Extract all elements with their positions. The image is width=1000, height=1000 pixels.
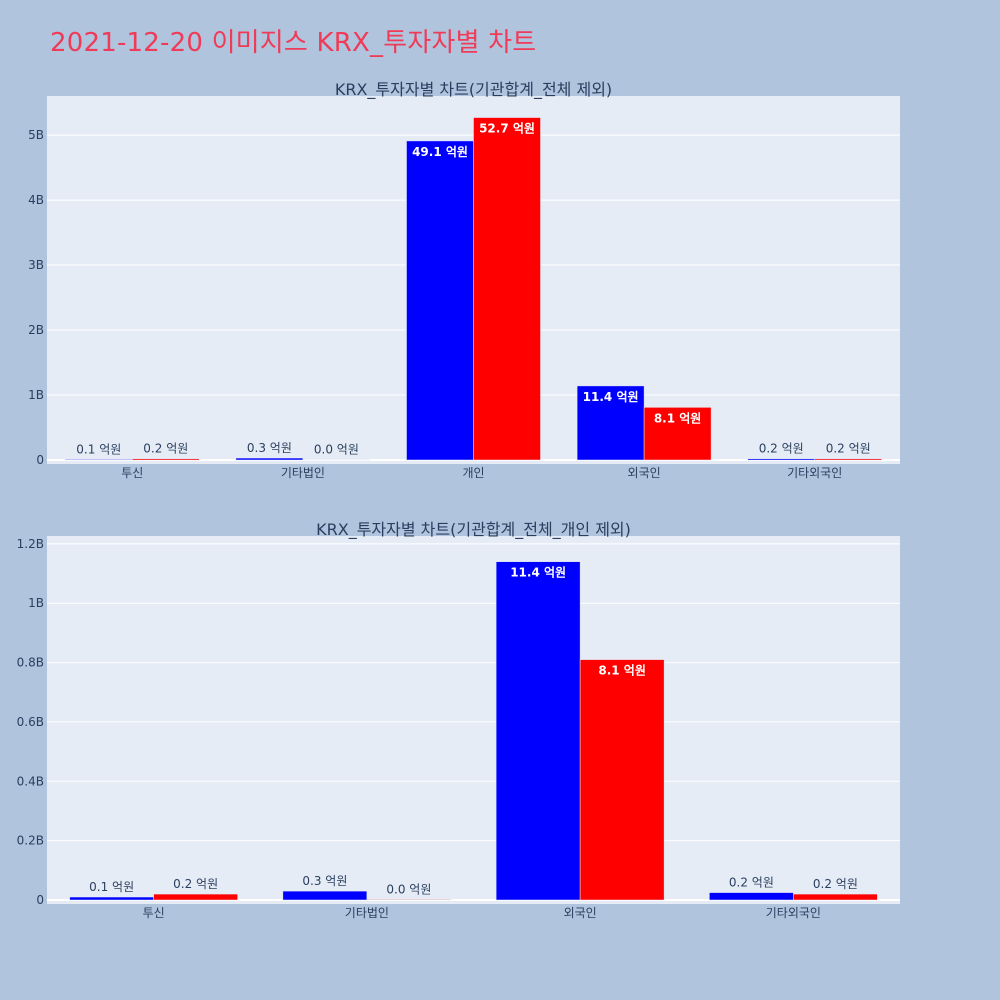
chart1-xtick-label: 개인 <box>462 466 484 480</box>
chart2-data-label: 0.2 억원 <box>813 877 858 891</box>
chart2-bar-series-red <box>366 899 452 901</box>
chart1-data-label: 49.1 억원 <box>412 145 468 159</box>
chart1-ytick-label: 2B <box>28 323 44 337</box>
chart1-data-label: 0.2 억원 <box>826 442 871 456</box>
chart1-bar-series-red <box>132 458 200 461</box>
chart2-xtick-label: 기타외국인 <box>766 906 821 920</box>
chart2-bar-series-blue <box>495 561 581 901</box>
chart2-xtick-label: 기타법인 <box>345 906 389 920</box>
chart1-ytick-label: 4B <box>28 193 44 207</box>
chart2-bar-series-red <box>579 659 665 901</box>
chart1-bar-series-red <box>643 407 712 461</box>
chart1-bar-series-red <box>814 458 882 461</box>
chart2-ytick-label: 0.2B <box>17 834 44 848</box>
chart2-bar-series-blue <box>282 890 368 901</box>
chart1-bar-series-blue <box>65 459 133 461</box>
chart1-data-label: 0.3 억원 <box>247 441 292 455</box>
chart1-ytick-label: 5B <box>28 128 44 142</box>
chart2-ytick-label: 0 <box>36 893 44 907</box>
chart2-data-label: 0.3 억원 <box>302 874 347 888</box>
chart2-bar-series-red <box>153 893 238 901</box>
chart1-bar-series-red <box>473 117 541 461</box>
chart2-ytick-label: 0.8B <box>17 656 44 670</box>
chart2-xtick-label: 투신 <box>143 906 165 920</box>
chart1-xtick-label: 투신 <box>121 466 143 480</box>
chart2-data-label: 0.0 억원 <box>386 882 431 896</box>
chart1-bar-series-blue <box>235 457 304 461</box>
chart2-data-label: 11.4 억원 <box>510 566 566 580</box>
chart1-bar-series-red <box>302 459 371 461</box>
chart1-data-label: 0.2 억원 <box>759 442 804 456</box>
chart1-xtick-label: 기타외국인 <box>787 466 842 480</box>
chart2-data-label: 0.2 억원 <box>173 877 218 891</box>
chart1-ytick-label: 1B <box>28 388 44 402</box>
page-title: 2021-12-20 이미지스 KRX_투자자별 차트 <box>50 28 537 58</box>
chart1-bar-series-blue <box>747 458 815 461</box>
chart2-data-label: 8.1 억원 <box>598 664 646 678</box>
chart2-data-label: 0.2 억원 <box>729 876 774 890</box>
chart1-data-label: 0.2 억원 <box>143 442 188 456</box>
chart2-title: KRX_투자자별 차트(기관합계_전체_개인 제외) <box>316 520 631 540</box>
chart2-bar-series-red <box>793 893 878 901</box>
chart2-data-label: 0.1 억원 <box>89 880 134 894</box>
chart2-ytick-label: 1.2B <box>17 537 44 551</box>
chart1-xtick-label: 외국인 <box>628 466 661 480</box>
chart2-ytick-label: 0.6B <box>17 715 44 729</box>
chart1-bar-series-blue <box>576 385 645 461</box>
chart2-bar-series-blue <box>69 896 154 901</box>
chart2-ytick-label: 1B <box>28 596 44 610</box>
chart1-data-label: 0.1 억원 <box>76 442 121 456</box>
chart1-data-label: 8.1 억원 <box>654 411 702 425</box>
chart1-data-label: 0.0 억원 <box>314 443 359 457</box>
chart1-ytick-label: 3B <box>28 258 44 272</box>
chart2-ytick-label: 0.4B <box>17 774 44 788</box>
chart2-plot-area <box>47 536 900 904</box>
chart1-data-label: 11.4 억원 <box>583 390 639 404</box>
chart1-bar-series-blue <box>406 140 474 461</box>
chart2-bar-series-blue <box>709 892 794 901</box>
chart1-title: KRX_투자자별 차트(기관합계_전체 제외) <box>335 80 612 100</box>
chart1-ytick-label: 0 <box>36 453 44 467</box>
chart1-data-label: 52.7 억원 <box>479 122 535 136</box>
chart1-xtick-label: 기타법인 <box>281 466 325 480</box>
chart2-xtick-label: 외국인 <box>564 906 597 920</box>
